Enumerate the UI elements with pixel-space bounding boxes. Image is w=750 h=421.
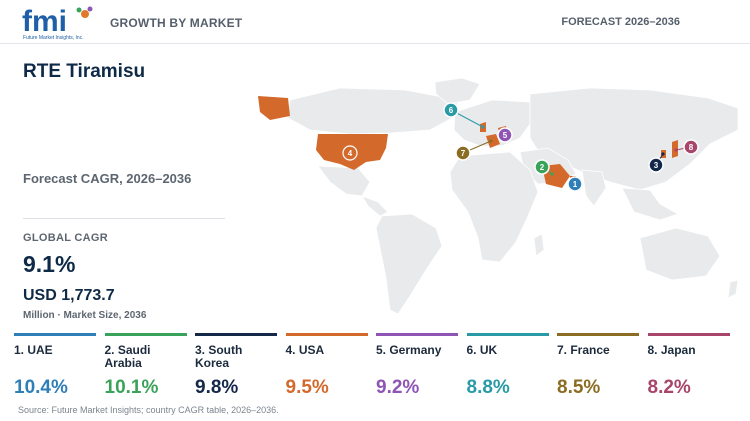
country-label: 8. Japan xyxy=(647,343,696,357)
cagr-value: 10.4% xyxy=(14,377,68,398)
country-cagr-table: 1. UAE 10.4% 2. Saudi Arabia 10.1% 3. Sout… xyxy=(14,333,744,398)
table-row: 1. UAE 10.4% xyxy=(14,333,96,398)
global-cagr-label: GLOBAL CAGR xyxy=(23,232,108,244)
chart-subtitle: Forecast CAGR, 2026–2036 xyxy=(23,171,192,186)
land-australia xyxy=(639,227,721,281)
header: fmi Future Market Insights, Inc. GROWTH … xyxy=(0,0,750,44)
marker-target-dot xyxy=(661,152,665,156)
table-row: 6. UK 8.8% xyxy=(466,333,549,398)
cagr-value: 8.2% xyxy=(647,377,691,398)
marker-circle xyxy=(342,145,358,161)
highlighted-countries xyxy=(258,96,678,188)
forecast-period: FORECAST 2026–2036 xyxy=(561,16,680,28)
country-label: 4. USA xyxy=(285,343,325,357)
marker-label: 1 xyxy=(573,180,578,189)
country-label: 5. Germany xyxy=(376,343,442,357)
marker-target-dot xyxy=(550,172,554,176)
market-size-value: USD 1,773.7 xyxy=(23,287,115,304)
land-africa xyxy=(449,151,539,263)
map-marker-usa[interactable]: 4 xyxy=(342,145,358,161)
land-canada xyxy=(287,87,459,135)
cagr-value: 9.2% xyxy=(376,377,420,398)
map-marker-south-korea[interactable]: 3 xyxy=(648,152,665,173)
cagr-value: 10.1% xyxy=(104,377,159,398)
land-mexico xyxy=(317,165,371,197)
marker-target-dot xyxy=(489,139,493,143)
land-greenland xyxy=(434,78,481,105)
country-label: 6. UK xyxy=(466,343,498,357)
table-row: 3. South Korea 9.8% xyxy=(195,333,277,398)
country-france xyxy=(486,134,500,148)
global-cagr-value: 9.1% xyxy=(23,251,76,277)
marker-label: 6 xyxy=(449,106,454,115)
map-marker-saudi-arabia[interactable]: 2 xyxy=(534,159,554,176)
marker-circle xyxy=(534,159,550,175)
table-row: 4. USA 9.5% xyxy=(285,333,368,398)
map-markers: 1 2 3 4 5 6 7 8 xyxy=(342,102,699,192)
cagr-value: 9.5% xyxy=(285,377,329,398)
land-south-america xyxy=(375,213,443,315)
marker-label: 7 xyxy=(461,149,466,158)
page-title: RTE Tiramisu xyxy=(23,61,146,82)
map-marker-japan[interactable]: 8 xyxy=(674,139,699,155)
country-label: 2. Saudi Arabia xyxy=(104,343,151,370)
table-row: 7. France 8.5% xyxy=(557,333,639,398)
country-alaska xyxy=(258,96,290,120)
map-marker-uk[interactable]: 6 xyxy=(443,102,485,129)
cagr-value: 8.8% xyxy=(466,377,510,398)
section-title: GROWTH BY MARKET xyxy=(110,16,243,30)
marker-label: 8 xyxy=(689,143,694,152)
land-masses xyxy=(287,78,739,315)
land-india xyxy=(581,169,607,207)
divider xyxy=(23,218,225,219)
map-marker-uae[interactable]: 1 xyxy=(567,176,583,192)
world-map: 1 2 3 4 5 6 7 8 xyxy=(258,78,739,315)
country-usa xyxy=(316,134,388,170)
land-madagascar xyxy=(533,233,545,257)
country-label: 1. UAE xyxy=(14,343,53,357)
fmi-logo[interactable]: fmi Future Market Insights, Inc. xyxy=(22,5,94,41)
land-new-zealand xyxy=(727,279,739,299)
map-marker-france[interactable]: 7 xyxy=(455,139,493,161)
marker-label: 2 xyxy=(540,163,545,172)
marker-circle xyxy=(567,176,583,192)
marker-target-dot xyxy=(674,148,678,152)
country-label: 7. France xyxy=(557,343,610,357)
market-size-caption: Million · Market Size, 2036 xyxy=(23,310,147,321)
source-note: Source: Future Market Insights; country … xyxy=(18,405,279,415)
marker-target-dot xyxy=(481,125,485,129)
land-southeast-asia xyxy=(621,187,679,221)
map-marker-germany[interactable]: 5 xyxy=(497,127,513,143)
table-row: 5. Germany 9.2% xyxy=(376,333,458,398)
marker-circle xyxy=(443,102,459,118)
marker-circle xyxy=(497,127,513,143)
logo-text: fmi xyxy=(22,5,67,38)
logo-tagline: Future Market Insights, Inc. xyxy=(23,35,84,41)
marker-circle xyxy=(455,145,471,161)
country-label: 3. South Korea xyxy=(195,343,243,370)
cagr-value: 8.5% xyxy=(557,377,601,398)
marker-label: 3 xyxy=(654,161,659,170)
land-central-america xyxy=(361,195,389,217)
table-row: 2. Saudi Arabia 10.1% xyxy=(104,333,187,398)
marker-circle xyxy=(648,157,664,173)
marker-label: 5 xyxy=(503,131,508,140)
table-row: 8. Japan 8.2% xyxy=(647,333,730,398)
marker-label: 4 xyxy=(348,149,353,158)
marker-circle xyxy=(683,139,699,155)
cagr-value: 9.8% xyxy=(195,377,239,398)
